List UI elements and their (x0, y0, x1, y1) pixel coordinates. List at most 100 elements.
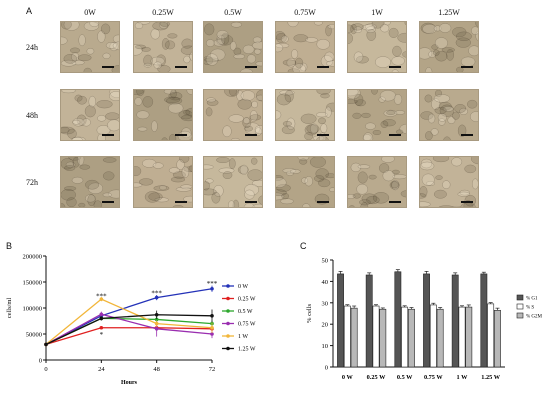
legend-swatch (516, 303, 524, 310)
data-point (99, 312, 104, 317)
legend-marker (226, 321, 230, 326)
row-header: 48h (26, 111, 38, 120)
micrograph-image (419, 156, 479, 208)
column-header: 1W (371, 8, 383, 17)
micrograph-image (133, 21, 193, 73)
data-point (99, 316, 104, 321)
bar (365, 274, 373, 368)
x-tick-label: 0 W (342, 374, 354, 381)
y-tick-label: 10 (322, 343, 329, 350)
y-axis-label: cells/ml (6, 298, 13, 319)
scale-bar (245, 66, 257, 68)
micrograph-image (60, 89, 120, 141)
bar (494, 309, 501, 368)
column-header: 0W (84, 8, 96, 17)
bar (458, 306, 466, 368)
column-header: 0.25W (152, 8, 174, 17)
legend-label: 0 W (238, 284, 248, 290)
y-tick-label: 30 (322, 300, 329, 307)
significance-marker: *** (207, 280, 218, 288)
data-point (99, 297, 104, 301)
scale-bar (317, 201, 329, 203)
legend-swatch (516, 312, 524, 319)
y-tick-label: 20 (322, 322, 329, 329)
micrograph-image (347, 89, 407, 141)
x-tick-label: 1 W (457, 374, 469, 381)
micrograph-image (419, 21, 479, 73)
scale-bar (245, 201, 257, 203)
column-header: 1.25W (438, 8, 460, 17)
micrograph-image (203, 89, 263, 141)
scale-bar (317, 66, 329, 68)
series-line (45, 327, 213, 346)
legend-label: % S (526, 306, 534, 311)
micrograph-image (60, 156, 120, 208)
x-tick-label: 0.75 W (424, 374, 443, 381)
panel-b-letter: B (6, 241, 13, 251)
series-line (45, 298, 213, 345)
scale-bar (461, 66, 473, 68)
data-point (154, 317, 159, 322)
bar (379, 308, 387, 368)
scale-bar (245, 134, 257, 136)
legend-label: % G1 (526, 297, 538, 302)
scale-bar (389, 66, 401, 68)
legend-marker (226, 284, 230, 288)
column-header: 0.75W (294, 8, 316, 17)
series-line (45, 288, 213, 345)
data-point (210, 332, 214, 336)
bar (394, 271, 402, 368)
micrograph-image (203, 21, 263, 73)
x-tick-label: 48 (153, 366, 160, 373)
scale-bar (175, 66, 187, 68)
micrograph-image (347, 21, 407, 73)
bar (451, 274, 459, 368)
x-tick-label: 72 (209, 366, 216, 373)
scale-bar (389, 134, 401, 136)
y-tick-label: 100000 (23, 306, 43, 313)
row-header: 72h (26, 178, 38, 187)
x-tick-label: 0 (44, 366, 47, 373)
panel-c-cell-cycle-chart: 0 10 20 30 40 50 % cells 0 W 0.25 W 0.5 W 0.75 W 1 … (306, 258, 543, 382)
panel-c-letter: C (300, 241, 307, 251)
series-line (45, 314, 213, 345)
micrograph-image (275, 89, 335, 141)
bar (372, 305, 380, 368)
legend-marker (226, 309, 230, 313)
y-tick-label: 50000 (26, 332, 42, 339)
data-point (99, 325, 104, 330)
significance-marker: * (100, 331, 104, 339)
bar (436, 308, 444, 368)
legend-label: 0.75 W (238, 322, 256, 328)
x-tick-label: 24 (98, 366, 105, 373)
micrograph-image (275, 21, 335, 73)
scale-bar (317, 134, 329, 136)
data-point (210, 286, 214, 291)
series-line (45, 313, 213, 345)
micrograph-image (275, 156, 335, 208)
data-point (154, 327, 159, 331)
scale-bar (389, 201, 401, 203)
scale-bar (175, 134, 187, 136)
scale-bar (461, 134, 473, 136)
y-tick-label: 0 (39, 358, 42, 365)
bar (465, 306, 473, 368)
scale-bar (461, 201, 473, 203)
legend-swatch (516, 294, 524, 301)
scale-bar (102, 66, 114, 68)
data-point (154, 295, 159, 300)
bar (408, 308, 415, 368)
legend-marker (226, 334, 230, 338)
bar (423, 273, 430, 368)
bar (343, 305, 351, 368)
micrograph-image (133, 156, 193, 208)
data-point (44, 342, 48, 347)
legend-label: 1.25 W (238, 347, 256, 353)
y-tick-label: 200000 (23, 254, 43, 261)
legend-label: 0.5 W (238, 309, 253, 315)
panel-b-growth-chart: 0 50000 100000 150000 200000 0 24 48 72 Hours cell… (6, 254, 256, 387)
scale-bar (175, 201, 187, 203)
bar (337, 273, 344, 368)
y-tick-label: 50 (322, 258, 329, 265)
x-tick-label: 0.5 W (397, 374, 413, 381)
